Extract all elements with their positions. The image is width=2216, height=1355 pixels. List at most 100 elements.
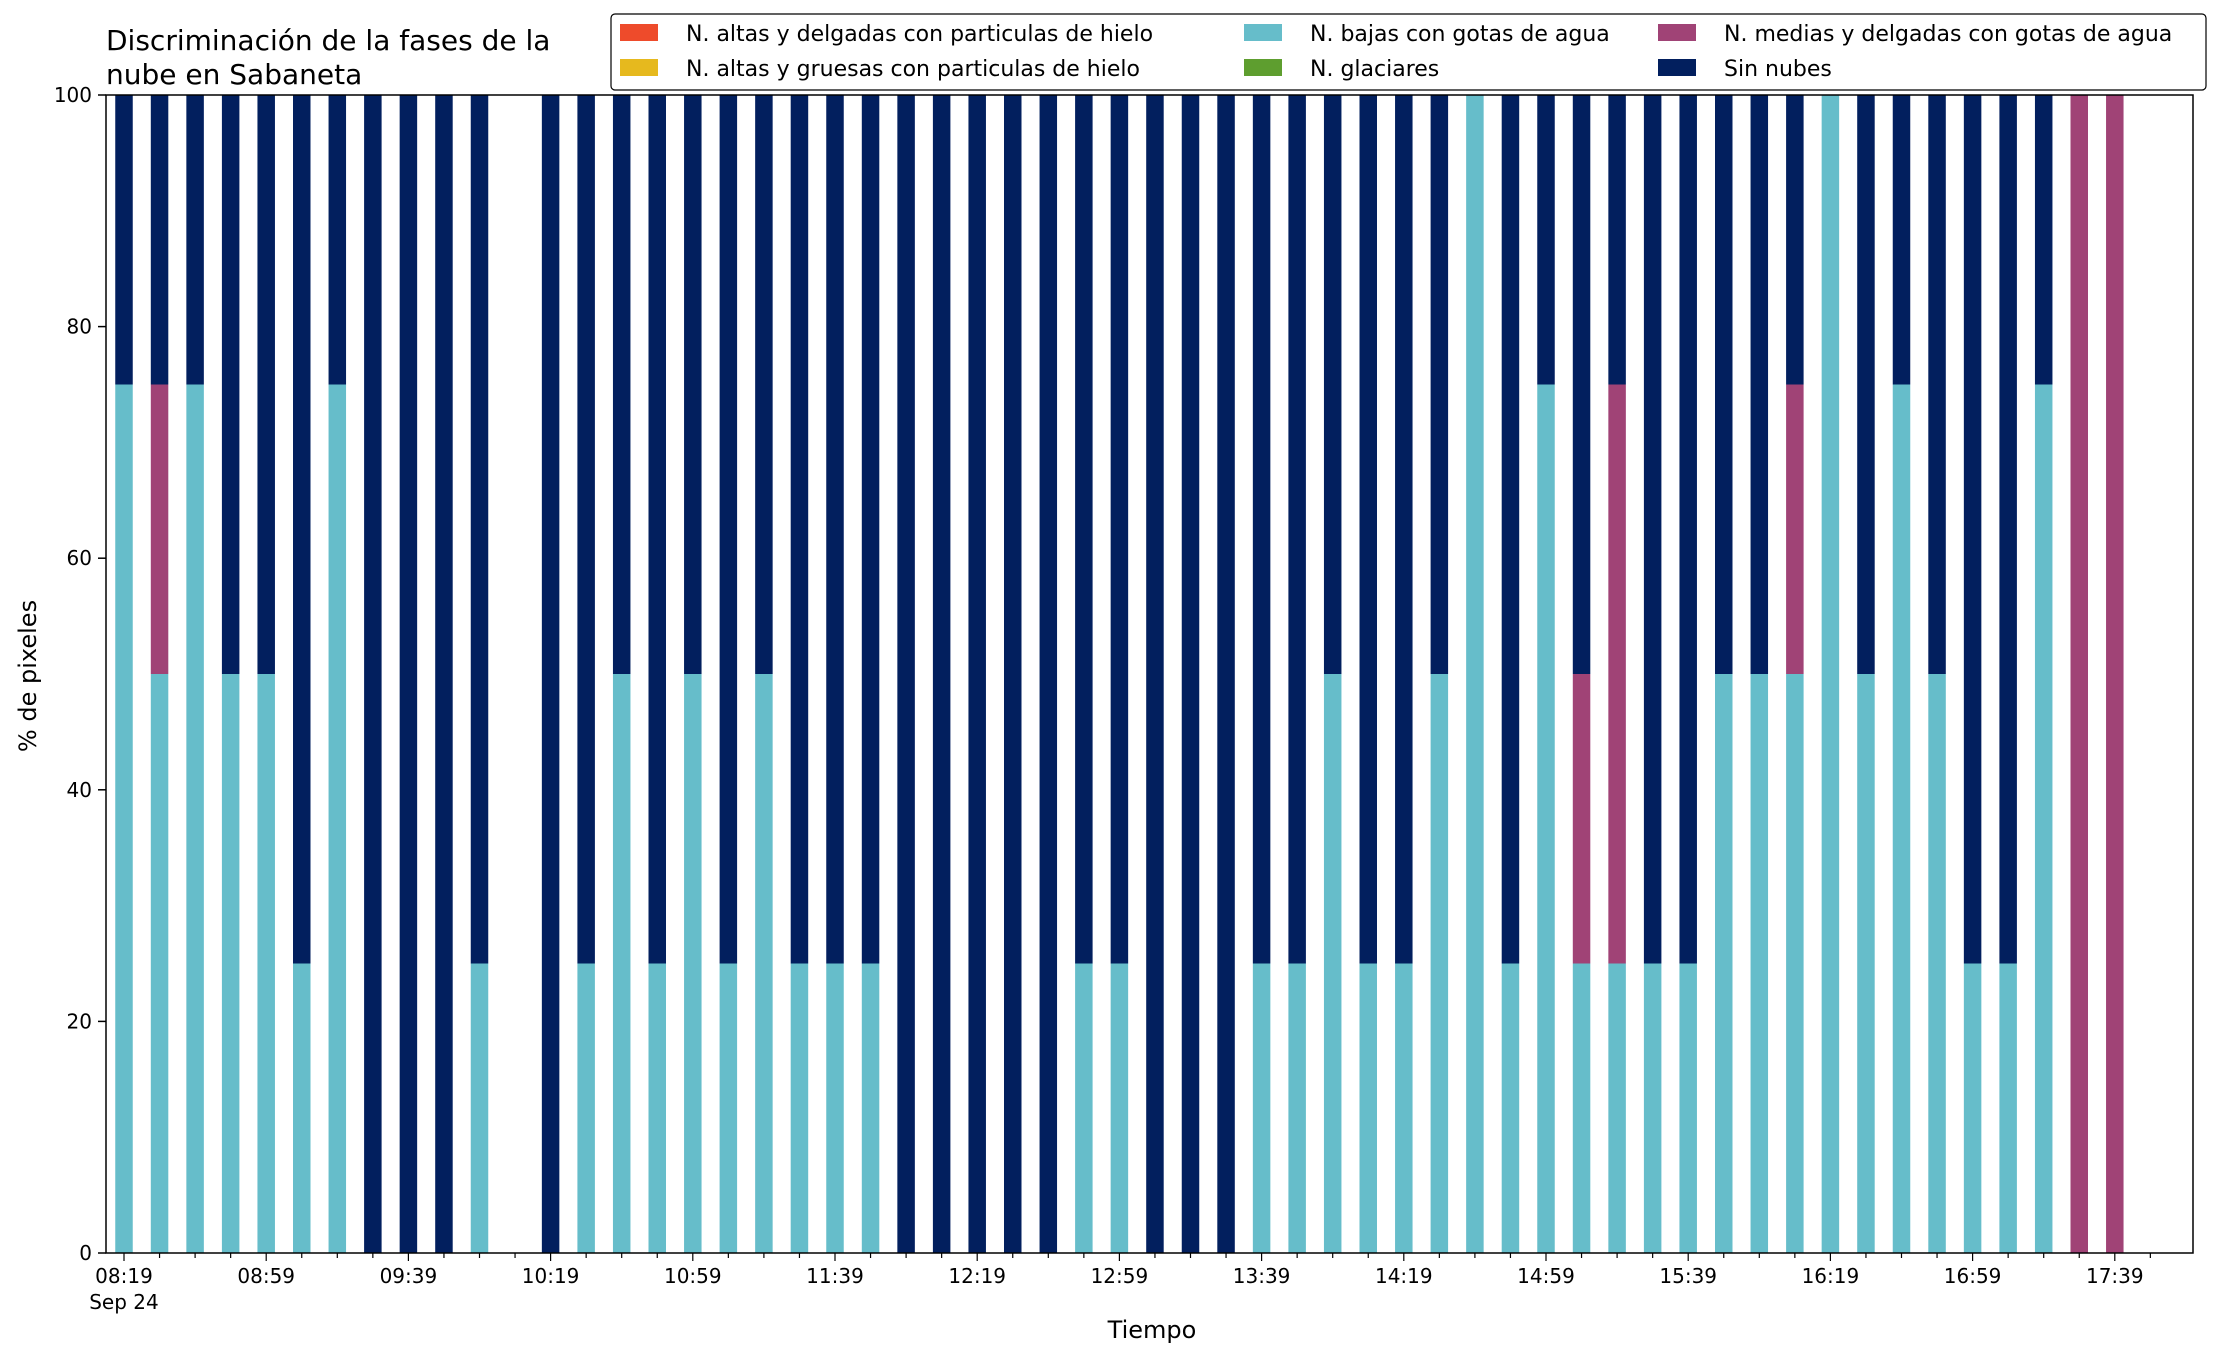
bar-segment-s5-09:19 (328, 95, 347, 385)
x-tick-label: 16:59 (1944, 1264, 2002, 1288)
x-axis-title: Tiempo (1107, 1316, 1197, 1344)
bar-segment-s2-08:39 (186, 384, 204, 1253)
bar-segment-s5-15:59 (1750, 95, 1769, 674)
bar-segment-s5-09:09 (293, 95, 311, 964)
bar-segment-s5-11:59 (897, 95, 915, 1253)
bar-segment-s5-16:59 (1963, 95, 1982, 964)
bar-segment-s5-08:19 (115, 95, 133, 385)
bar-segment-s2-09:59 (470, 963, 489, 1253)
x-tick-label: 12:19 (948, 1264, 1006, 1288)
bar-segment-s5-10:59 (684, 95, 702, 674)
bar-segment-s5-10:49 (648, 95, 666, 964)
x-tick-label: 14:19 (1375, 1264, 1433, 1288)
bar-segment-s4-15:09 (1572, 674, 1591, 964)
bar-segment-s5-16:09 (1786, 95, 1804, 385)
bar-segment-s5-11:49 (861, 95, 880, 964)
legend-label: N. altas y delgadas con particulas de hi… (686, 22, 1153, 47)
legend: N. altas y delgadas con particulas de hi… (610, 13, 2207, 91)
legend-label: N. glaciares (1310, 57, 1439, 82)
legend-swatch (1244, 24, 1282, 41)
bar-segment-s5-08:39 (186, 95, 204, 385)
bar-segment-s5-16:39 (1892, 95, 1911, 385)
bar-segment-s5-15:29 (1643, 95, 1662, 964)
bar-segment-s2-16:19 (1821, 95, 1840, 1253)
bar-segment-s4-08:29 (150, 384, 169, 674)
bar-segment-s4-17:29 (2070, 95, 2088, 1253)
y-axis-title: % de pixeles (14, 600, 42, 752)
bar-segment-s5-12:49 (1075, 95, 1093, 964)
bar-segment-s5-11:29 (790, 95, 809, 964)
legend-label: N. medias y delgadas con gotas de agua (1724, 22, 2172, 47)
bar-segment-s2-08:29 (150, 674, 169, 1253)
bar-segment-s2-17:09 (1999, 963, 2017, 1253)
bar-segment-s2-16:39 (1892, 384, 1911, 1253)
bar-segment-s2-11:19 (755, 674, 773, 1253)
bar-segment-s2-14:29 (1430, 674, 1449, 1253)
bar-segment-s5-15:49 (1715, 95, 1733, 674)
bar-segment-s5-11:19 (755, 95, 773, 674)
legend-label: N. altas y gruesas con particulas de hie… (686, 57, 1140, 82)
x-tick-label: 15:39 (1659, 1264, 1717, 1288)
bar-segment-s4-17:39 (2106, 95, 2124, 1253)
bar-segment-s5-15:19 (1608, 95, 1626, 385)
bar-segment-s2-13:39 (1252, 963, 1271, 1253)
bar-segment-s5-12:59 (1110, 95, 1129, 964)
bar-segment-s2-15:49 (1715, 674, 1733, 1253)
bar-segment-s2-10:39 (612, 674, 631, 1253)
bar-segment-s2-09:19 (328, 384, 347, 1253)
legend-swatch (620, 24, 658, 41)
bar-segment-s5-16:29 (1857, 95, 1875, 674)
bar-segment-s5-13:49 (1288, 95, 1306, 964)
bar-segment-s5-11:09 (719, 95, 738, 964)
bar-segment-s5-10:39 (612, 95, 631, 674)
x-date-label: Sep 24 (89, 1290, 159, 1314)
bar-segment-s2-15:39 (1679, 963, 1697, 1253)
bar-segment-s4-15:19 (1608, 384, 1626, 964)
bar-segment-s2-11:29 (790, 963, 809, 1253)
bar-segment-s5-08:29 (150, 95, 169, 385)
bar-segment-s2-16:29 (1857, 674, 1875, 1253)
legend-swatch (1244, 59, 1282, 76)
x-tick-label: 17:39 (2086, 1264, 2144, 1288)
bar-segment-s5-13:59 (1323, 95, 1342, 674)
bar-segment-s5-08:49 (221, 95, 240, 674)
x-tick-label: 08:59 (237, 1264, 295, 1288)
bar-segment-s5-17:19 (2034, 95, 2053, 385)
bar-segment-s2-16:09 (1786, 674, 1804, 1253)
x-tick-label: 14:59 (1517, 1264, 1575, 1288)
bar-segment-s2-16:59 (1963, 963, 1982, 1253)
bar-segment-s5-13:29 (1217, 95, 1235, 1253)
bar-segment-s2-10:59 (684, 674, 702, 1253)
bar-segment-s5-13:39 (1252, 95, 1271, 964)
bar-segment-s2-13:59 (1323, 674, 1342, 1253)
bar-segment-s2-15:59 (1750, 674, 1769, 1253)
bar-segment-s5-12:39 (1039, 95, 1058, 1253)
bar-segment-s5-15:39 (1679, 95, 1697, 964)
legend-label: Sin nubes (1724, 57, 1832, 82)
bar-segment-s2-16:49 (1928, 674, 1946, 1253)
bar-segment-s2-08:59 (257, 674, 275, 1253)
bar-segment-s5-11:39 (826, 95, 844, 964)
bar-segment-s5-09:49 (435, 95, 453, 1253)
bar-segment-s5-10:29 (577, 95, 595, 964)
bar-segment-s2-11:39 (826, 963, 844, 1253)
bar-segment-s5-12:29 (1004, 95, 1022, 1253)
bar-segment-s2-14:59 (1537, 384, 1555, 1253)
legend-label: N. bajas con gotas de agua (1310, 22, 1610, 47)
bar-segment-s2-11:49 (861, 963, 880, 1253)
x-tick-label: 10:19 (522, 1264, 580, 1288)
bar-segment-s5-09:29 (364, 95, 382, 1253)
y-tick-label: 40 (67, 778, 92, 802)
bar-segment-s5-08:59 (257, 95, 275, 674)
bar-segment-s2-17:19 (2034, 384, 2053, 1253)
bar-segment-s5-13:19 (1181, 95, 1200, 1253)
bar-segment-s2-15:09 (1572, 963, 1591, 1253)
bar-segment-s5-14:19 (1395, 95, 1413, 964)
bar-segment-s5-14:49 (1501, 95, 1520, 964)
bar-segment-s2-14:49 (1501, 963, 1520, 1253)
x-tick-label: 13:39 (1233, 1264, 1291, 1288)
bar-segment-s5-10:19 (541, 95, 560, 1253)
bar-segment-s2-14:19 (1395, 963, 1413, 1253)
